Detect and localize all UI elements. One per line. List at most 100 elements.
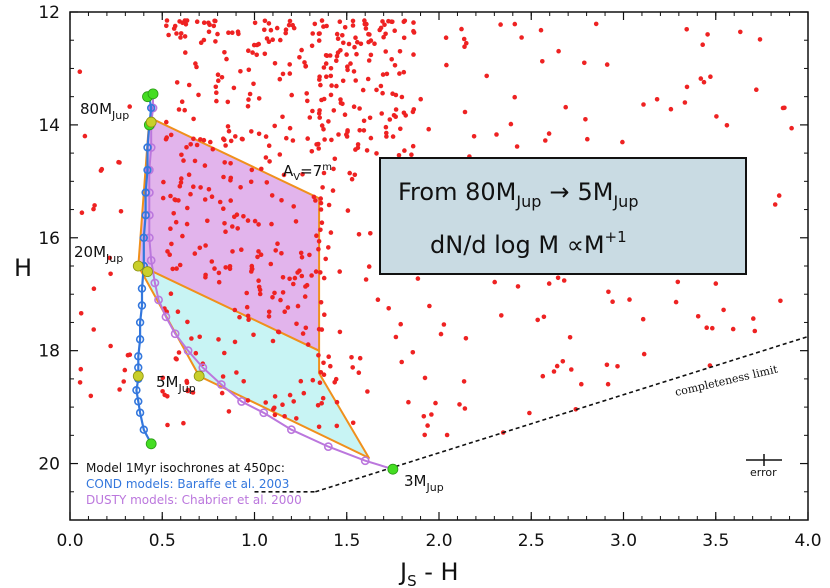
- field-star: [266, 309, 272, 315]
- dusty-isochrone: [148, 93, 394, 471]
- field-star: [328, 73, 334, 79]
- field-star: [177, 262, 183, 268]
- field-star: [256, 131, 262, 137]
- field-star: [280, 114, 285, 120]
- field-star: [181, 420, 186, 426]
- field-star: [318, 300, 324, 305]
- field-star: [567, 335, 573, 340]
- field-star: [197, 334, 202, 340]
- field-star: [321, 372, 327, 378]
- field-star: [283, 30, 289, 36]
- field-star: [461, 379, 467, 384]
- field-star: [228, 138, 234, 144]
- field-star: [117, 387, 122, 392]
- mass-label-80: 80MJup: [80, 100, 129, 122]
- field-star: [293, 219, 299, 224]
- field-star: [183, 50, 188, 55]
- field-star: [221, 174, 226, 180]
- field-star: [367, 115, 373, 121]
- field-star: [401, 69, 407, 75]
- field-star: [335, 36, 341, 41]
- field-star: [319, 18, 325, 23]
- field-star: [186, 82, 192, 88]
- field-star: [411, 20, 416, 25]
- field-star: [160, 375, 166, 381]
- field-star: [527, 410, 532, 416]
- field-star: [284, 135, 289, 141]
- cond-point: [137, 284, 147, 293]
- field-star: [345, 129, 350, 135]
- field-star: [280, 71, 286, 77]
- mass-marker-yellow: [132, 370, 144, 382]
- field-star: [350, 365, 356, 370]
- field-star: [708, 74, 713, 79]
- field-star: [178, 180, 184, 185]
- field-star: [349, 176, 355, 182]
- field-star: [232, 307, 238, 313]
- field-star: [173, 219, 179, 225]
- field-star: [277, 152, 283, 157]
- field-star: [461, 36, 467, 42]
- field-star: [263, 400, 269, 405]
- field-star: [214, 98, 219, 104]
- legend: Model 1Myr isochrones at 450pc: COND mod…: [86, 461, 302, 507]
- field-star: [368, 38, 374, 43]
- field-star: [313, 269, 319, 274]
- field-star: [695, 314, 701, 319]
- cond-point: [132, 385, 141, 395]
- field-star: [411, 107, 417, 112]
- field-star: [185, 387, 191, 393]
- field-star: [309, 43, 315, 49]
- field-star: [160, 389, 165, 394]
- field-star: [213, 84, 219, 90]
- field-star: [357, 355, 363, 361]
- field-star: [215, 31, 220, 37]
- field-star: [615, 364, 620, 369]
- field-star: [205, 218, 210, 224]
- field-star: [252, 20, 258, 26]
- field-star: [268, 27, 274, 33]
- field-star: [78, 366, 84, 372]
- field-star: [310, 108, 315, 114]
- field-star: [508, 121, 514, 127]
- field-star: [392, 28, 398, 33]
- field-star: [757, 37, 763, 42]
- field-star: [297, 55, 302, 60]
- info-box-line2: dN/d log M ∝M+1: [430, 228, 627, 259]
- field-star: [329, 137, 334, 143]
- x-tick-label: 0.0: [56, 531, 83, 551]
- field-star: [605, 381, 611, 387]
- field-star: [178, 35, 183, 40]
- field-star: [281, 172, 287, 178]
- field-star: [410, 143, 416, 149]
- field-star: [228, 178, 233, 183]
- field-star: [582, 60, 587, 66]
- field-star: [251, 81, 256, 87]
- field-star: [219, 390, 225, 396]
- field-star: [514, 144, 520, 149]
- field-star: [382, 22, 387, 28]
- field-star: [316, 38, 322, 43]
- field-star: [189, 336, 194, 341]
- field-star: [357, 128, 363, 133]
- field-star: [556, 48, 561, 54]
- field-star: [463, 336, 469, 341]
- field-star: [324, 23, 329, 29]
- field-star: [290, 138, 296, 143]
- x-tick-label: 1.5: [333, 531, 360, 551]
- field-star: [492, 279, 498, 285]
- field-star: [177, 183, 183, 189]
- field-star: [604, 362, 610, 368]
- field-star: [271, 407, 276, 412]
- field-star: [323, 53, 329, 58]
- field-star: [316, 146, 322, 151]
- field-star: [168, 291, 174, 297]
- field-star: [604, 62, 610, 67]
- mass-marker-yellow: [145, 116, 157, 128]
- field-star: [82, 133, 88, 139]
- completeness-limit-line: [315, 335, 808, 493]
- field-star: [585, 136, 590, 142]
- field-star: [182, 34, 188, 39]
- field-star: [380, 19, 385, 24]
